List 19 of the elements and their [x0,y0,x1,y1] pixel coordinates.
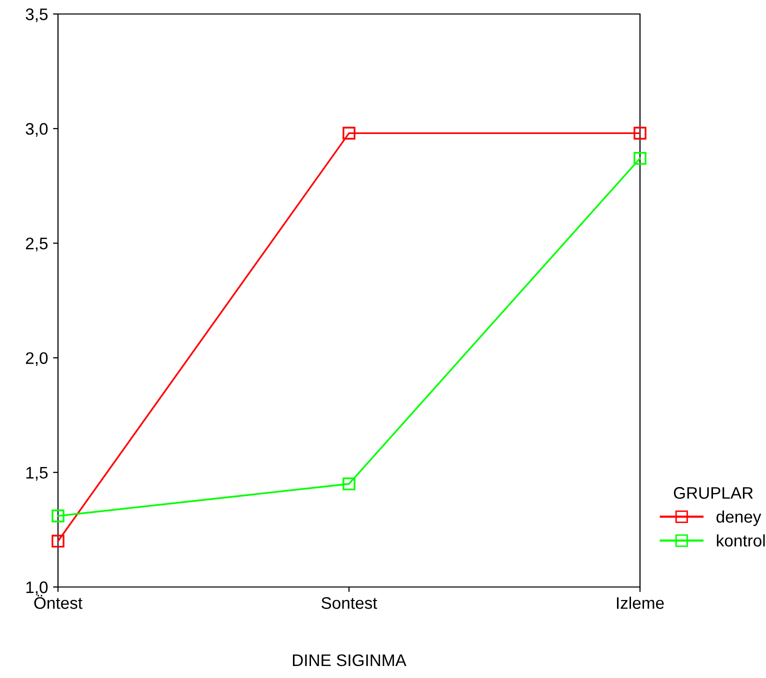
y-tick-label: 2,0 [26,352,48,366]
y-tick-label: 2,5 [26,238,48,252]
y-tick-label: 1,0 [26,581,48,596]
legend-label: kontrol [716,534,765,547]
point [342,477,356,490]
y-tick-label: 3,0 [26,123,48,137]
point [634,152,646,165]
point [634,126,646,140]
legend-label: deney [716,510,762,526]
x-tick-label: Sontest [322,597,378,609]
x-axis-title: DINE SIGINMA [292,654,406,666]
x-tick-label: Izleme [616,596,664,609]
y-tick-label: 1,5 [26,466,48,481]
legend-title: GRUPLAR [674,487,753,499]
point [52,534,64,548]
y-tick-label: 3,5 [26,8,48,22]
x-tick-label: Öntest [34,594,82,609]
point [52,510,64,522]
point [342,126,356,140]
